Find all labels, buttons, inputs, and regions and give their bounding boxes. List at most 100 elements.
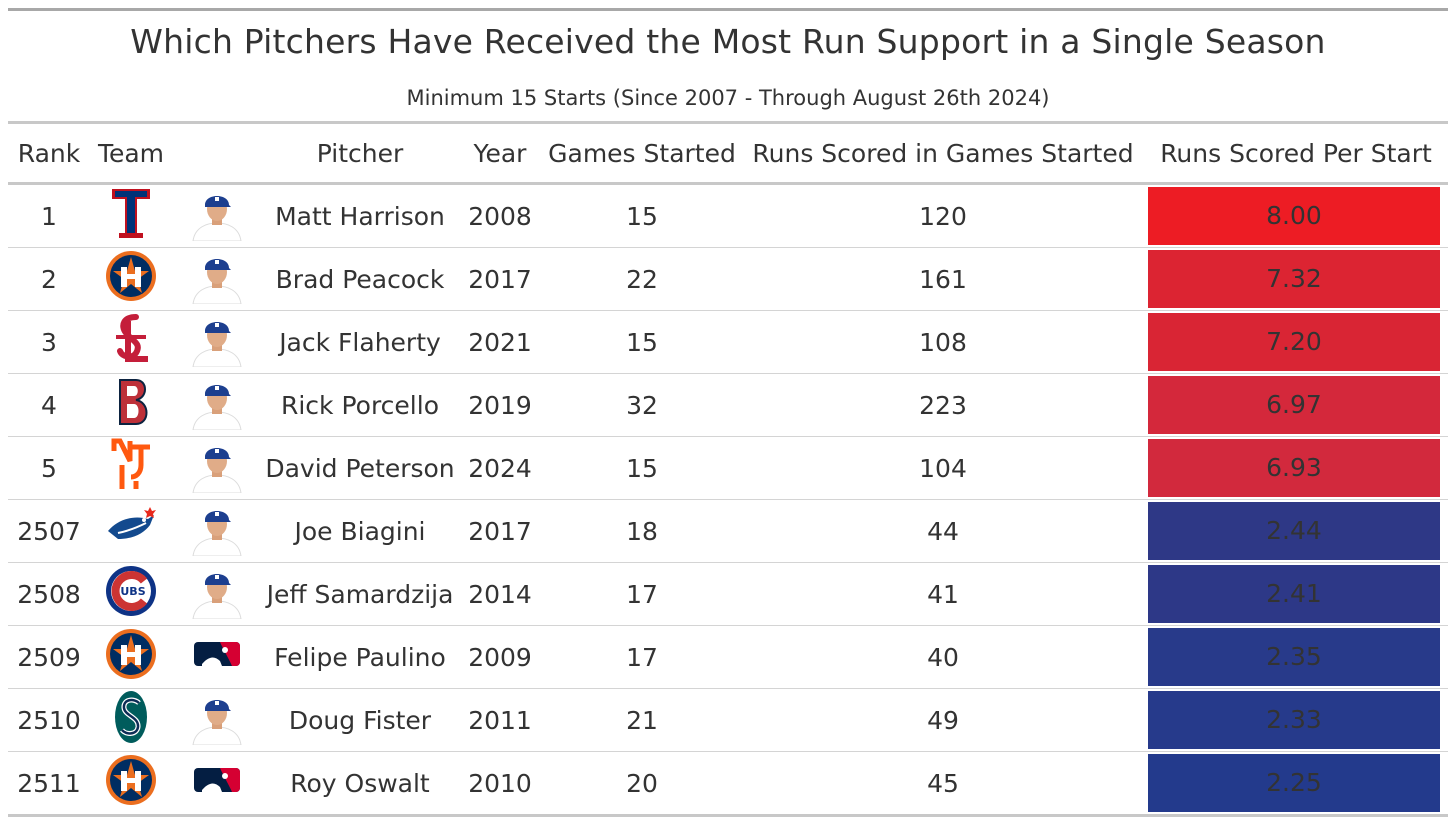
runs-scored-cell: 120 <box>919 201 967 231</box>
rank-cell: 3 <box>41 327 57 357</box>
games-started-cell: 22 <box>626 264 658 294</box>
year-cell: 2024 <box>468 453 532 483</box>
year-cell: 2011 <box>468 705 532 735</box>
team-logo-cell <box>90 437 172 500</box>
pitcher-cell: Rick Porcello <box>280 390 439 420</box>
year-cell: 2008 <box>468 201 532 231</box>
runs-per-start-value: 8.00 <box>1148 187 1440 245</box>
pitcher-cell: Doug Fister <box>288 705 432 735</box>
team-logo-cell <box>90 752 172 816</box>
games-started-cell: 15 <box>626 453 658 483</box>
runs-per-start-cell: 2.41 <box>1144 563 1448 626</box>
player-photo-cell <box>172 184 262 248</box>
rank-cell: 2510 <box>17 705 81 735</box>
table-row: 1 Matt Harrison 2008 15 120 8.00 <box>8 184 1448 248</box>
player-photo-cell <box>172 437 262 500</box>
player-photo-cell <box>172 563 262 626</box>
header-pitcher: Pitcher <box>316 138 404 168</box>
player-photo-cell <box>172 500 262 563</box>
rank-cell: 5 <box>41 453 57 483</box>
runs-scored-cell: 41 <box>927 579 959 609</box>
player-headshot-icon <box>172 437 262 499</box>
cubs-icon: UBS <box>90 564 172 624</box>
header-runs-per-start: Runs Scored Per Start <box>1160 138 1432 168</box>
team-logo-cell <box>90 374 172 437</box>
player-headshot-icon <box>172 248 262 310</box>
player-photo-cell <box>172 689 262 752</box>
team-logo-cell <box>90 184 172 248</box>
runs-per-start-value: 2.33 <box>1148 691 1440 749</box>
rank-cell: 2508 <box>17 579 81 609</box>
table-row: 3 Jack Flaherty 2021 15 108 7.20 <box>8 311 1448 374</box>
runs-per-start-value: 7.32 <box>1148 250 1440 308</box>
pitcher-cell: Jack Flaherty <box>279 327 441 357</box>
year-cell: 2017 <box>468 264 532 294</box>
player-headshot-icon <box>172 500 262 562</box>
runs-scored-cell: 223 <box>919 390 967 420</box>
player-photo-cell <box>172 311 262 374</box>
table-body: 1 Matt Harrison 2008 15 120 8.00 2 Brad Peacock… <box>8 184 1448 816</box>
games-started-cell: 20 <box>626 768 658 798</box>
table-row: 2511 Roy Oswalt 2010 20 45 2.25 <box>8 752 1448 816</box>
astros-icon <box>90 627 172 687</box>
player-photo-cell <box>172 248 262 311</box>
team-logo-cell: UBS <box>90 563 172 626</box>
pitcher-cell: Joe Biagini <box>294 516 426 546</box>
table-row: 2 Brad Peacock 2017 22 161 7.32 <box>8 248 1448 311</box>
table-row: 2508 UBS Jeff Samardzija 2014 17 41 2.41 <box>8 563 1448 626</box>
year-cell: 2009 <box>468 642 532 672</box>
runs-per-start-cell: 7.32 <box>1144 248 1448 311</box>
rank-cell: 2 <box>41 264 57 294</box>
runs-per-start-cell: 8.00 <box>1144 184 1448 248</box>
table-row: 4 Rick Porcello 2019 32 223 6.97 <box>8 374 1448 437</box>
rank-cell: 2511 <box>17 768 81 798</box>
runs-scored-cell: 45 <box>927 768 959 798</box>
player-photo-cell <box>172 374 262 437</box>
header-team: Team <box>97 138 165 168</box>
pitcher-cell: Felipe Paulino <box>274 642 446 672</box>
header-games-started: Games Started <box>548 138 736 168</box>
pitcher-cell: Brad Peacock <box>275 264 445 294</box>
runs-scored-cell: 104 <box>919 453 967 483</box>
player-photo-cell <box>172 626 262 689</box>
player-headshot-icon <box>172 311 262 373</box>
runs-per-start-value: 6.97 <box>1148 376 1440 434</box>
mariners-icon <box>90 689 172 751</box>
astros-icon <box>90 249 172 309</box>
year-cell: 2021 <box>468 327 532 357</box>
year-cell: 2014 <box>468 579 532 609</box>
top-rule <box>8 8 1448 11</box>
rank-cell: 1 <box>41 201 57 231</box>
table-row: 5 David Peterson 2024 15 104 6.93 <box>8 437 1448 500</box>
year-cell: 2019 <box>468 390 532 420</box>
team-logo-cell <box>90 500 172 563</box>
runs-scored-cell: 44 <box>927 516 959 546</box>
red-sox-icon <box>90 374 172 436</box>
header-year: Year <box>473 138 527 168</box>
runs-per-start-cell: 2.44 <box>1144 500 1448 563</box>
runs-per-start-value: 7.20 <box>1148 313 1440 371</box>
runs-per-start-cell: 2.35 <box>1144 626 1448 689</box>
games-started-cell: 17 <box>626 642 658 672</box>
year-cell: 2017 <box>468 516 532 546</box>
rank-cell: 2509 <box>17 642 81 672</box>
header-rule <box>8 121 1448 124</box>
header-row: Rank Team Pitcher Year Games Started Run… <box>8 124 1448 184</box>
pitcher-cell: David Peterson <box>265 453 455 483</box>
team-logo-cell <box>90 626 172 689</box>
pitcher-cell: Matt Harrison <box>275 201 445 231</box>
table-row: 2510 Doug Fister 2011 21 49 2.33 <box>8 689 1448 752</box>
runs-per-start-value: 6.93 <box>1148 439 1440 497</box>
rank-cell: 4 <box>41 390 57 420</box>
runs-scored-cell: 40 <box>927 642 959 672</box>
blue-jays-icon <box>90 505 172 557</box>
games-started-cell: 17 <box>626 579 658 609</box>
runs-per-start-value: 2.41 <box>1148 565 1440 623</box>
player-headshot-icon <box>172 563 262 625</box>
table-title: Which Pitchers Have Received the Most Ru… <box>130 22 1326 61</box>
runs-per-start-cell: 6.93 <box>1144 437 1448 500</box>
mlb-icon <box>172 765 262 801</box>
runs-per-start-cell: 2.25 <box>1144 752 1448 816</box>
cardinals-icon <box>90 311 172 373</box>
runs-scored-cell: 49 <box>927 705 959 735</box>
